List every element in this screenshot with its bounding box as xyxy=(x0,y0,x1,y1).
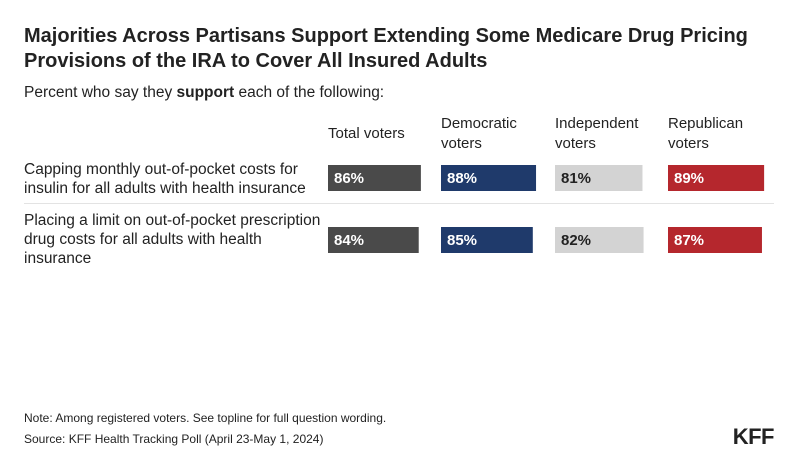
column-header-line: voters xyxy=(555,135,596,152)
footnote: Note: Among registered voters. See topli… xyxy=(24,411,387,425)
data-label-democratic-voters-row-1: 88% xyxy=(447,170,477,187)
column-header-total: Total voters xyxy=(328,114,438,144)
column-header-line: Independent xyxy=(555,115,639,132)
data-label-democratic-voters-row-2: 85% xyxy=(447,232,477,249)
data-label-republican-voters-row-2: 87% xyxy=(674,232,704,249)
column-header-line: voters xyxy=(668,135,709,152)
data-label-independent-voters-row-2: 82% xyxy=(561,232,591,249)
column-header-line: Total voters xyxy=(328,125,405,142)
column-header-democratic: Democratic voters xyxy=(441,114,551,154)
bar-democratic-voters-row-2 xyxy=(441,227,533,253)
bar-democratic-voters-row-1 xyxy=(441,165,537,191)
data-label-independent-voters-row-1: 81% xyxy=(561,170,591,187)
bar-republican-voters-row-2 xyxy=(668,227,762,253)
subtitle-bold: support xyxy=(176,84,235,101)
subtitle-post: each of the following: xyxy=(234,84,385,101)
bar-republican-voters-row-1 xyxy=(668,165,765,191)
row-divider xyxy=(24,203,774,204)
bar-total-voters-row-1 xyxy=(328,165,421,191)
column-header-line: Republican xyxy=(668,115,744,132)
data-label-total-voters-row-1: 86% xyxy=(334,170,364,187)
row-label-insulin: Capping monthly out-of-pocket costs for … xyxy=(24,161,306,197)
subtitle-pre: Percent who say they xyxy=(24,84,177,101)
column-header-line: Democratic xyxy=(441,115,517,132)
chart-title: Majorities Across Partisans Support Exte… xyxy=(24,25,748,72)
bar-independent-voters-row-1 xyxy=(555,165,643,191)
chart-subtitle: Percent who say they support each of the… xyxy=(24,84,384,102)
data-label-total-voters-row-2: 84% xyxy=(334,232,364,249)
kff-logo: KFF xyxy=(732,424,775,449)
data-label-republican-voters-row-1: 89% xyxy=(674,170,704,187)
bar-total-voters-row-2 xyxy=(328,227,419,253)
row-label-prescription: Placing a limit on out-of-pocket prescri… xyxy=(24,212,321,267)
source-note: Source: KFF Health Tracking Poll (April … xyxy=(24,432,324,446)
column-header-line: voters xyxy=(441,135,482,152)
column-header-independent: Independent voters xyxy=(555,114,665,154)
bar-independent-voters-row-2 xyxy=(555,227,644,253)
column-header-republican: Republican voters xyxy=(668,114,778,154)
